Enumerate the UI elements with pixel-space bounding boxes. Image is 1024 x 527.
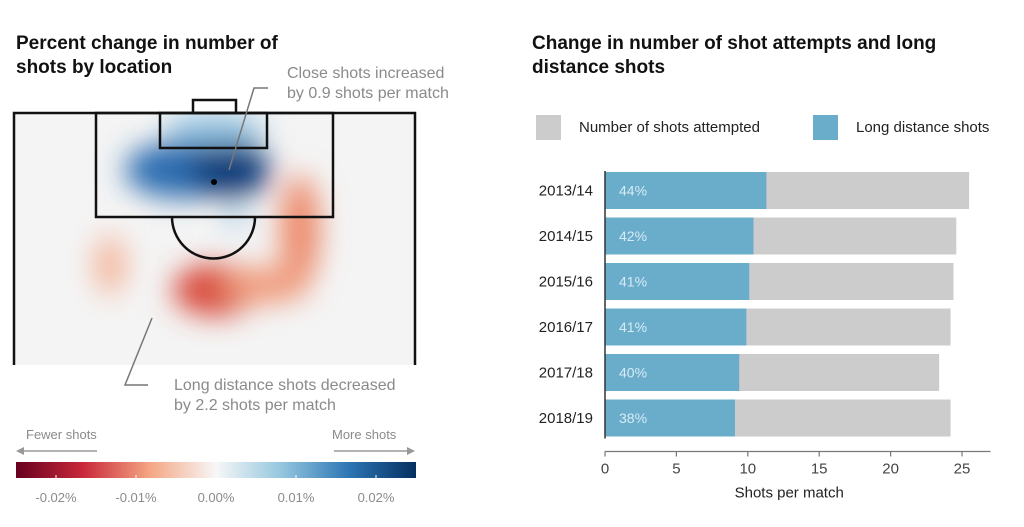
legend-item-long: Long distance shots (813, 115, 989, 140)
bar-data-label: 42% (619, 228, 647, 244)
x-axis-label: Shots per match (735, 485, 844, 501)
bar-long-distance (605, 217, 754, 255)
bar-long-distance (605, 399, 735, 437)
colorbar-tick-label: 0.01% (278, 490, 315, 505)
legend-swatch-total (536, 115, 561, 140)
colorbar-ticks: -0.02% -0.01% 0.00% 0.01% 0.02% (35, 475, 395, 505)
category-label: 2015/16 (539, 274, 593, 291)
x-tick-label: 15 (811, 461, 828, 478)
legend-swatch-long (813, 115, 838, 140)
long-shots-annotation: Long distance shots decreased by 2.2 sho… (174, 376, 395, 416)
pitch-lines (12, 98, 417, 365)
bar-row: 2014/15 42% (539, 217, 957, 255)
fewer-shots-label: Fewer shots (26, 427, 97, 442)
x-tick-label: 10 (739, 461, 756, 478)
bar-chart: 2013/14 44% 2014/15 42% 2015/16 41% 2016/17 41%… (539, 171, 991, 501)
heat-blobs (94, 115, 320, 316)
category-label: 2016/17 (539, 319, 593, 336)
goal (191, 98, 238, 115)
colorbar-tick-label: -0.02% (35, 490, 77, 505)
category-label: 2018/19 (539, 410, 593, 427)
x-tick-label: 5 (672, 461, 680, 478)
legend-label-total: Number of shots attempted (579, 119, 760, 136)
legend-item-total: Number of shots attempted (536, 115, 760, 140)
colorbar (16, 462, 416, 478)
bar-long-distance (605, 354, 740, 391)
bar-row: 2013/14 44% (539, 172, 970, 209)
bar-row: 2018/19 38% (539, 399, 951, 437)
heat-blob-decrease-right (280, 175, 320, 285)
bar-long-distance (605, 263, 750, 300)
category-label: 2017/18 (539, 365, 593, 382)
heat-blob-increase-sixyard (165, 115, 265, 145)
x-tick-label: 0 (601, 461, 609, 478)
close-shots-leader-line (228, 87, 268, 171)
bar-row: 2017/18 40% (539, 354, 940, 391)
bar-row: 2015/16 41% (539, 263, 954, 300)
bar-row: 2016/17 41% (539, 308, 951, 346)
more-arrowhead-icon (407, 447, 415, 455)
long-shots-leader-line (123, 317, 153, 386)
heat-blob-increase-centre (190, 140, 270, 200)
close-shots-annotation: Close shots increased by 0.9 shots per m… (287, 64, 449, 104)
long-shots-line2: by 2.2 shots per match (174, 397, 336, 414)
fewer-arrowhead-icon (16, 447, 24, 455)
colorbar-tick-label: 0.00% (198, 490, 235, 505)
bar-chart-title: Change in number of shot attempts and lo… (532, 33, 937, 78)
legend-label-long: Long distance shots (856, 119, 990, 136)
heat-blob-decrease-left (94, 235, 126, 295)
bar-long-distance (605, 308, 747, 346)
x-tick-label: 20 (882, 461, 899, 478)
heat-blob-increase-arc (223, 201, 247, 229)
bar-data-label: 40% (619, 365, 647, 381)
colorbar-tick-label: -0.01% (115, 490, 157, 505)
close-shots-line2: by 0.9 shots per match (287, 85, 449, 102)
heatmap-title: Percent change in number of shots by loc… (16, 33, 278, 78)
category-label: 2014/15 (539, 228, 593, 245)
bar-data-label: 41% (619, 274, 647, 290)
category-label: 2013/14 (539, 183, 593, 200)
penalty-spot (211, 179, 217, 185)
bar-data-label: 38% (619, 410, 647, 426)
bar-data-label: 44% (619, 183, 647, 199)
colorbar-tick-label: 0.02% (358, 490, 395, 505)
pitch-svg: -0.02% -0.01% 0.00% 0.01% 0.02% (12, 87, 417, 505)
x-tick-label: 25 (954, 461, 971, 478)
close-shots-line1: Close shots increased (287, 65, 445, 82)
bar-data-label: 41% (619, 319, 647, 335)
penalty-arc (170, 216, 257, 260)
bar-long-distance (605, 172, 767, 209)
more-shots-label: More shots (332, 427, 397, 442)
pitch-heatmap: -0.02% -0.01% 0.00% 0.01% 0.02% (12, 87, 417, 505)
heat-blob-decrease-right-low (220, 267, 310, 303)
long-shots-line1: Long distance shots decreased (174, 377, 396, 394)
